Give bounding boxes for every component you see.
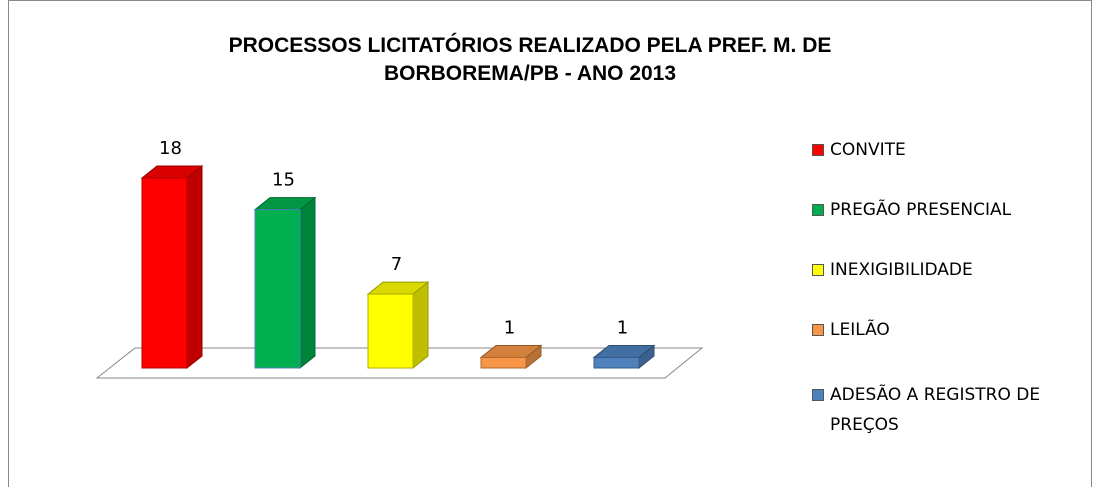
legend-swatch (812, 204, 824, 216)
legend-item: INEXIGIBILIDADE (812, 255, 1092, 285)
legend-item: CONVITE (812, 135, 1092, 165)
legend-label: LEILÃO (830, 320, 890, 340)
value-label: 1 (504, 317, 515, 338)
bar (141, 177, 188, 369)
legend-item: LEILÃO (812, 315, 1092, 345)
value-label: 18 (159, 138, 182, 159)
bar (593, 356, 640, 369)
value-label: 7 (391, 254, 402, 275)
chart-frame (8, 0, 1092, 487)
bar-side (299, 196, 316, 370)
legend-swatch (812, 324, 824, 336)
bar (254, 209, 301, 369)
legend-swatch (812, 389, 824, 401)
legend-label: ADESÃO A REGISTRO DE PREÇOS (830, 385, 1041, 435)
legend-label: PREGÃO PRESENCIAL (830, 200, 1012, 220)
legend-item: ADESÃO A REGISTRO DE PREÇOS (812, 380, 1092, 440)
bar (367, 293, 414, 369)
value-label: 1 (617, 317, 628, 338)
bar-side (412, 281, 429, 370)
bar-side (186, 164, 203, 370)
value-label: 15 (272, 170, 295, 191)
bar (480, 356, 527, 369)
legend-label: CONVITE (830, 140, 906, 160)
legend-label: INEXIGIBILIDADE (830, 260, 973, 280)
legend-swatch (812, 144, 824, 156)
legend-swatch (812, 264, 824, 276)
legend-item: PREGÃO PRESENCIAL (812, 195, 1092, 225)
chart-title: PROCESSOS LICITATÓRIOS REALIZADO PELA PR… (228, 34, 832, 85)
